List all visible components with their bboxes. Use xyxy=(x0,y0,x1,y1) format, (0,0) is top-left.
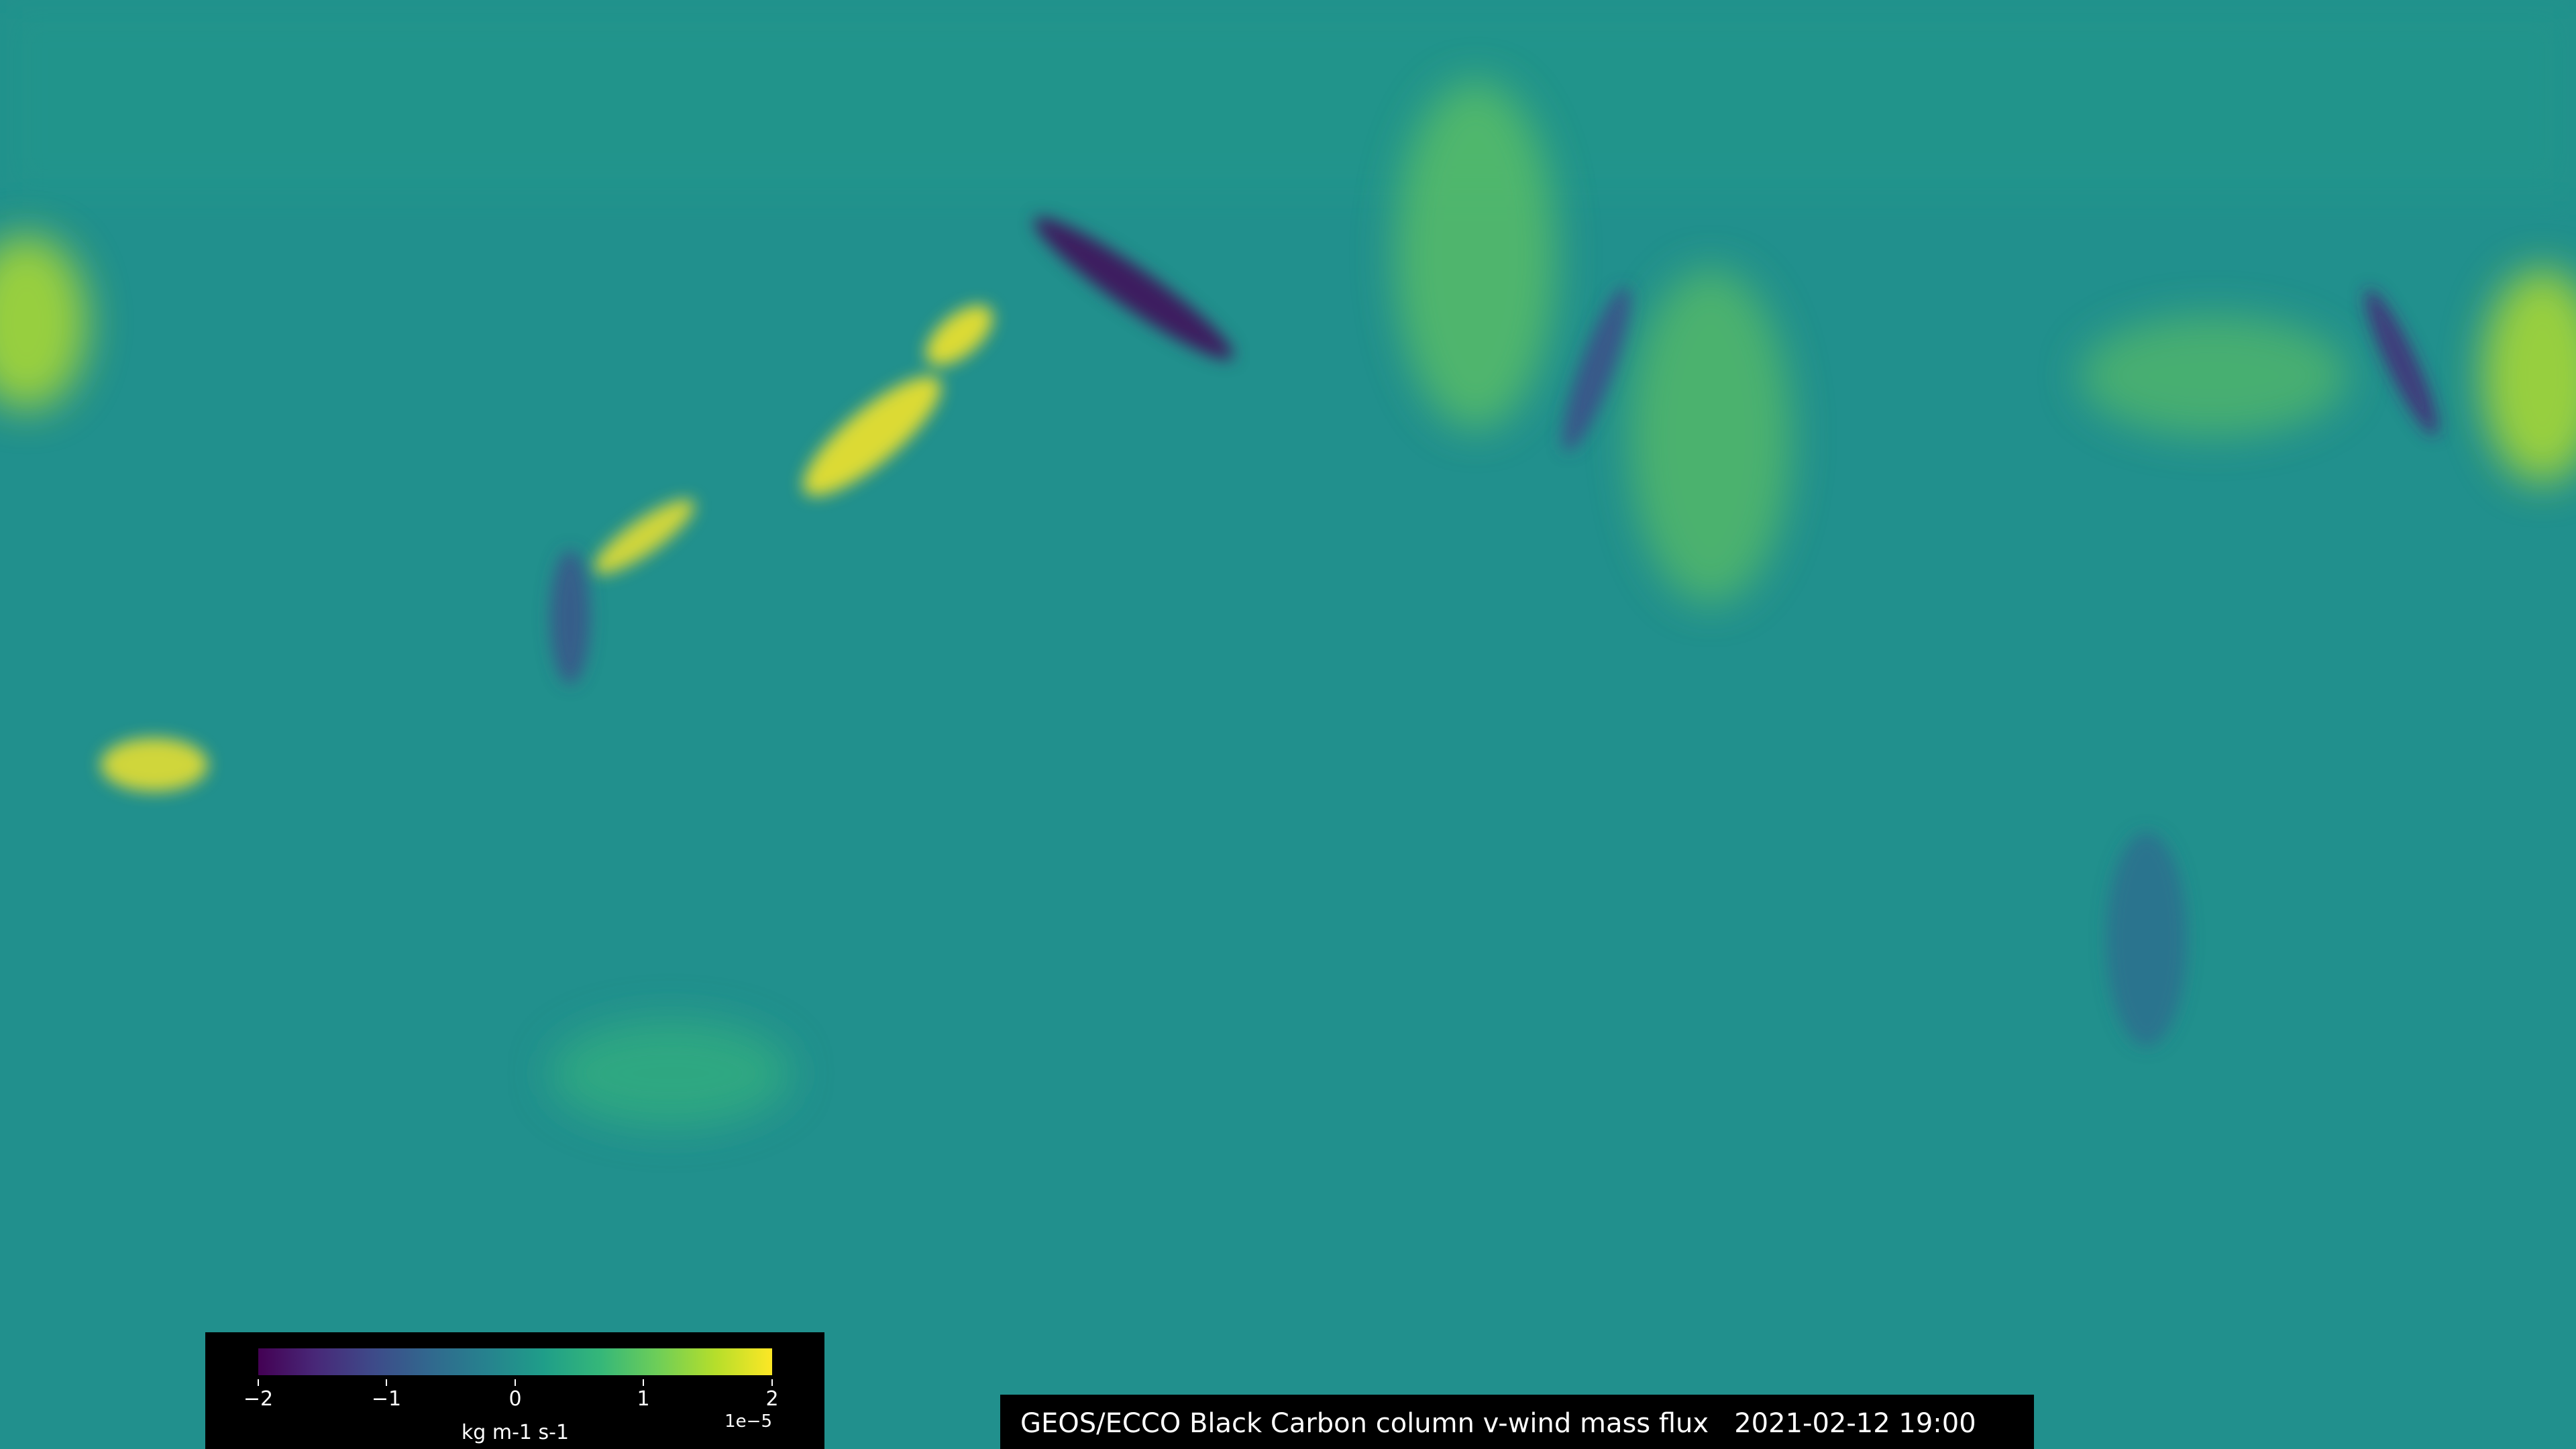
colorbar-tick-label: 1 xyxy=(637,1387,650,1411)
product-name: GEOS/ECCO Black Carbon column v-wind mas… xyxy=(1020,1408,1709,1439)
colorbar-tick-label: 2 xyxy=(765,1387,779,1411)
colorbar-tick-label: 0 xyxy=(508,1387,522,1411)
colorbar-tick-label: −1 xyxy=(371,1387,402,1411)
positive-flux-regions xyxy=(0,80,2576,1127)
colorbar-tick xyxy=(643,1379,644,1386)
colorbar-tick-label: −2 xyxy=(243,1387,274,1411)
strong-positive-flux-regions xyxy=(101,305,993,792)
colorbar-tick xyxy=(258,1379,259,1386)
colorbar-gradient xyxy=(258,1348,772,1375)
negative-flux-regions xyxy=(550,217,2438,1046)
map-title: GEOS/ECCO Black Carbon column v-wind mas… xyxy=(1020,1408,1976,1439)
colorbar-panel: −2 −1 0 1 2 1e−5 kg m-1 s-1 xyxy=(205,1332,824,1449)
timestamp: 2021-02-12 19:00 xyxy=(1734,1408,1976,1439)
colorbar-tick xyxy=(771,1379,773,1386)
colorbar-tick xyxy=(515,1379,516,1386)
colorbar-units: kg m-1 s-1 xyxy=(461,1421,570,1444)
colorbar-exponent: 1e−5 xyxy=(724,1411,772,1432)
title-panel: GEOS/ECCO Black Carbon column v-wind mas… xyxy=(1000,1395,2034,1449)
colorbar-tick xyxy=(386,1379,387,1386)
